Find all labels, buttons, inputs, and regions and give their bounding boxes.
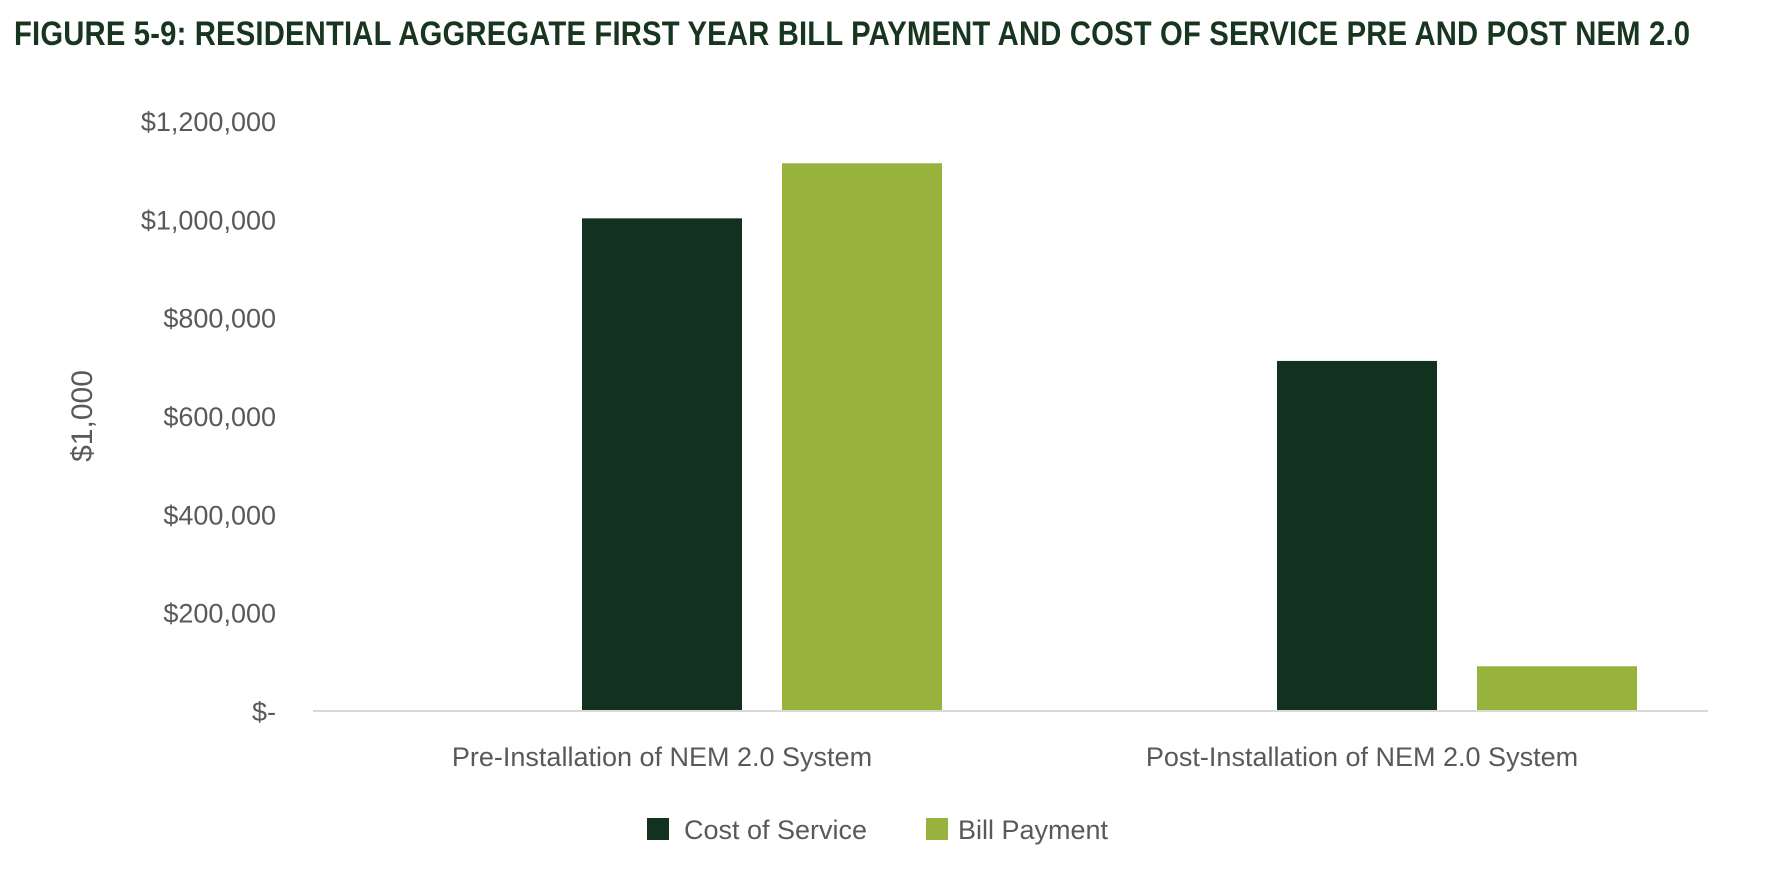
y-axis-label: $1,000 [66, 370, 99, 462]
legend-swatch [926, 818, 948, 840]
y-tick-label: $400,000 [163, 500, 276, 530]
bar [782, 163, 942, 712]
legend-swatch [647, 818, 669, 840]
bar [582, 218, 742, 711]
y-tick-label: $800,000 [163, 304, 276, 334]
y-tick-label: $1,200,000 [141, 107, 276, 137]
bar [1277, 360, 1437, 711]
legend: Cost of Service Bill Payment [647, 815, 1109, 845]
category-labels: Pre-Installation of NEM 2.0 System Post-I… [452, 742, 1578, 772]
y-axis-ticks: $- $200,000 $400,000 $600,000 $800,000 $1,000… [141, 107, 276, 727]
y-tick-label: $600,000 [163, 402, 276, 432]
y-tick-label: $1,000,000 [141, 205, 276, 235]
x-tick-label: Pre-Installation of NEM 2.0 System [452, 742, 872, 772]
y-tick-label: $- [252, 697, 276, 727]
chart-title: FIGURE 5-9: RESIDENTIAL AGGREGATE FIRST … [14, 15, 1691, 53]
bar [1477, 666, 1637, 711]
legend-label: Cost of Service [684, 815, 867, 845]
y-tick-label: $200,000 [163, 599, 276, 629]
x-tick-label: Post-Installation of NEM 2.0 System [1146, 742, 1578, 772]
bars [582, 163, 1637, 712]
legend-label: Bill Payment [958, 815, 1109, 845]
